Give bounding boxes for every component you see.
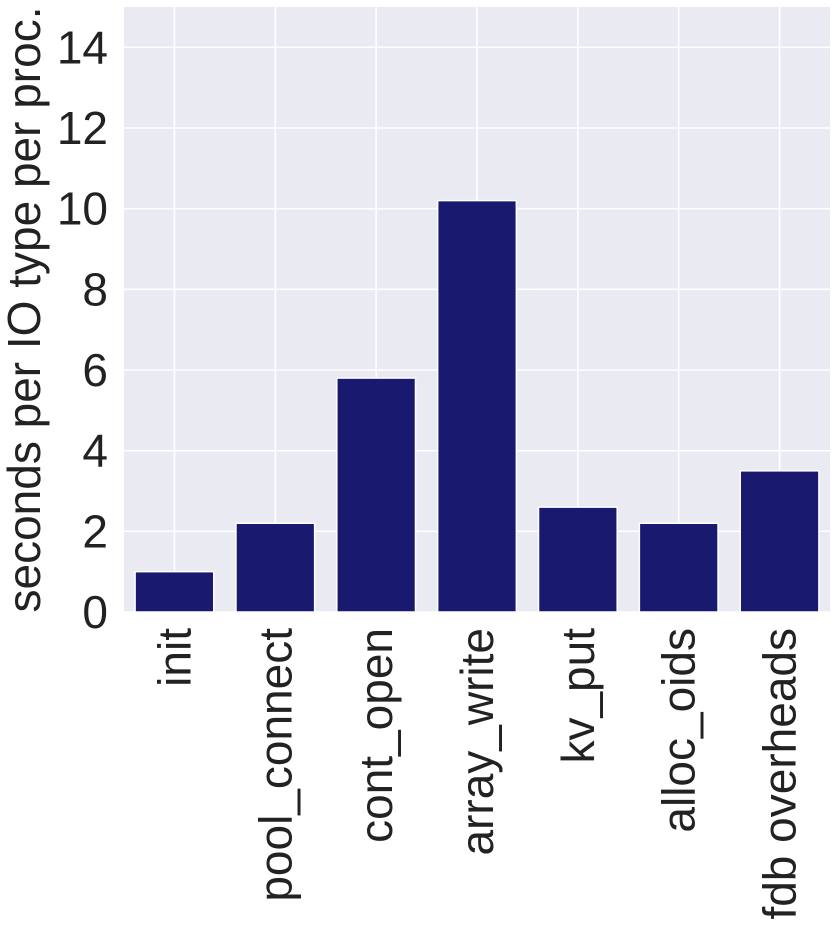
x-tick-label: array_write — [451, 628, 503, 856]
x-tick-label: fdb overheads — [754, 628, 806, 920]
x-tick-labels: init pool_connect cont_open array_write kv_p… — [148, 628, 805, 920]
y-tick-label: 2 — [82, 505, 108, 557]
x-tick-label: pool_connect — [249, 628, 301, 902]
y-tick-label: 12 — [57, 102, 108, 154]
y-tick-label: 8 — [82, 263, 108, 315]
y-tick-label: 6 — [82, 344, 108, 396]
x-tick-label: kv_put — [552, 628, 604, 764]
x-tick-label: alloc_oids — [653, 628, 705, 833]
y-tick-label: 4 — [82, 425, 108, 477]
y-tick-label: 14 — [57, 21, 108, 73]
x-tick-label: cont_open — [350, 628, 402, 843]
bar-fdb-overheads — [739, 470, 820, 613]
bar-init — [134, 570, 215, 613]
bar-cont-open — [336, 377, 417, 613]
bar-pool-connect — [235, 522, 316, 613]
bar-kv-put — [537, 506, 618, 613]
bar-alloc-oids — [638, 522, 719, 613]
y-tick-labels: 0 2 4 6 8 10 12 14 — [57, 21, 108, 638]
x-tick-label: init — [148, 628, 200, 687]
y-tick-label: 10 — [57, 183, 108, 235]
bars — [134, 199, 820, 613]
bar-array-write — [436, 199, 518, 613]
y-axis-label: seconds per IO type per proc. — [0, 7, 50, 613]
y-tick-label: 0 — [82, 586, 108, 638]
